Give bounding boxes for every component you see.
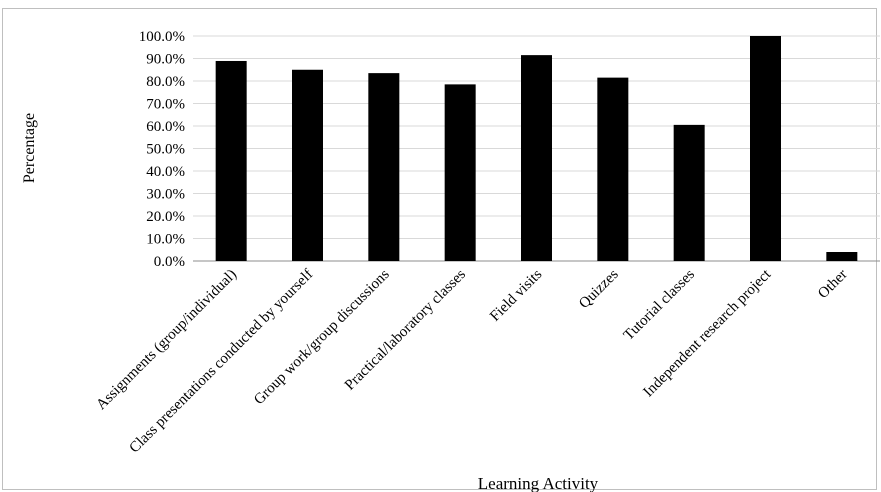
y-tick-label: 90.0% <box>146 52 185 68</box>
y-tick-label: 40.0% <box>146 164 185 180</box>
y-tick-labels: 0.0% 10.0% 20.0% 30.0% 40.0% 50.0% 60.0% 70.0% 8… <box>139 29 185 270</box>
bar <box>826 252 858 261</box>
y-axis-label: Percentage <box>21 113 38 183</box>
y-tick-label: 20.0% <box>146 209 185 225</box>
x-tick-label: Quizzes <box>576 266 622 312</box>
bars <box>215 36 858 261</box>
x-tick-labels: Assignments (group/individual)Class pres… <box>93 266 850 456</box>
bar <box>215 60 247 261</box>
bar <box>292 69 323 261</box>
x-tick-label: Group work/group discussions <box>251 266 393 408</box>
y-tick-label: 30.0% <box>146 187 185 203</box>
x-axis-label: Learning Activity <box>478 474 599 492</box>
y-tick-label: 100.0% <box>139 29 185 45</box>
y-tick-label: 70.0% <box>146 97 185 113</box>
chart-frame <box>2 8 877 490</box>
y-tick-label: 10.0% <box>146 232 185 248</box>
x-tick-label: Tutorial classes <box>621 266 698 343</box>
bar <box>750 36 781 261</box>
x-tick-label: Independent research project <box>641 266 775 400</box>
y-tick-label: 50.0% <box>146 142 185 158</box>
bar <box>368 73 400 261</box>
bar <box>444 84 476 261</box>
y-tick-label: 80.0% <box>146 74 185 90</box>
bar <box>597 77 629 261</box>
x-tick-label: Assignments (group/individual) <box>93 267 240 414</box>
bar <box>673 124 705 261</box>
y-tick-label: 0.0% <box>154 254 185 270</box>
bar <box>521 55 552 261</box>
x-tick-label: Field visits <box>487 266 545 324</box>
y-tick-label: 60.0% <box>146 119 185 135</box>
x-tick-label: Other <box>815 267 850 302</box>
